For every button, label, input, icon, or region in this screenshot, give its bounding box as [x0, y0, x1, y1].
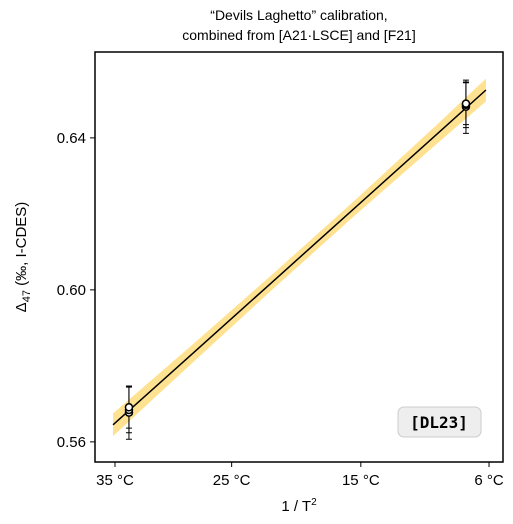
plot-frame	[94, 51, 504, 463]
title-line: “Devils Laghetto” calibration,	[210, 7, 387, 23]
x-tick-label: 35 °C	[96, 472, 134, 489]
y-axis-label: Δ47 (‰, I-CDES)	[13, 202, 33, 313]
y-tick-label: 0.60	[57, 282, 86, 299]
x-tick-label: 25 °C	[213, 472, 251, 489]
x-label-main: 1 / T	[281, 498, 311, 515]
annotation: [DL23]	[410, 413, 468, 432]
y-label-rest: (‰, I-CDES)	[13, 202, 30, 290]
title-line: combined from [A21·LSCE] and [F21]	[182, 27, 415, 43]
y-label-subscript: 47	[21, 290, 33, 302]
y-label-symbol: Δ	[13, 302, 30, 312]
data-point	[124, 403, 134, 412]
x-tick-label: 6 °C	[474, 472, 504, 489]
x-tick-label: 15 °C	[342, 472, 380, 489]
plot-area: 0.56 0.60 0.64 35 °C 25 °C 15 °C 6 °C	[57, 78, 504, 489]
data-point	[461, 99, 471, 108]
y-tick-label: 0.56	[57, 434, 86, 451]
fit-line	[112, 89, 487, 426]
annotation-box	[397, 406, 482, 438]
x-axis-label: 1 / T2	[281, 497, 317, 515]
y-tick-label: 0.64	[57, 130, 86, 147]
x-label-superscript: 2	[311, 497, 317, 508]
